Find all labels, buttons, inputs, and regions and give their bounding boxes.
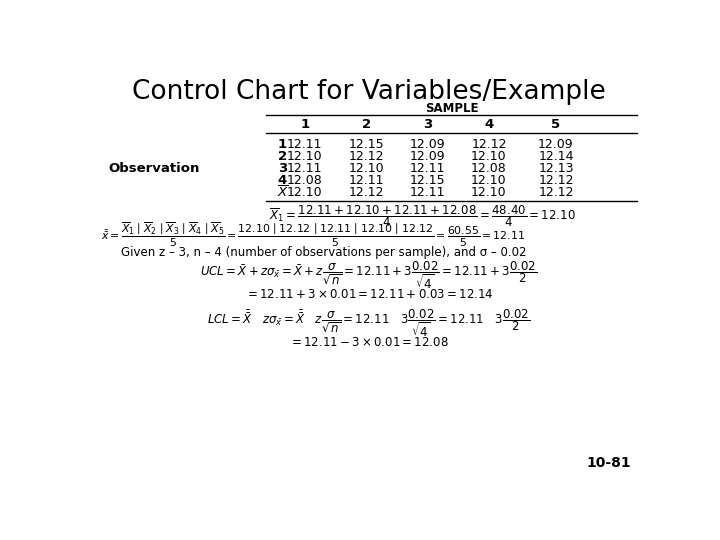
Text: 12.10: 12.10 — [287, 150, 323, 163]
Text: 12.11: 12.11 — [410, 186, 446, 199]
Text: Observation: Observation — [109, 162, 200, 176]
Text: 12.12: 12.12 — [471, 138, 507, 151]
Text: Control Chart for Variables/Example: Control Chart for Variables/Example — [132, 79, 606, 105]
Text: 12.09: 12.09 — [410, 150, 446, 163]
Text: Given z – 3, n – 4 (number of observations per sample), and σ – 0.02: Given z – 3, n – 4 (number of observatio… — [121, 246, 526, 259]
Text: 12.15: 12.15 — [348, 138, 384, 151]
Text: 12.15: 12.15 — [410, 174, 446, 187]
Text: 3: 3 — [278, 162, 287, 176]
Text: 12.09: 12.09 — [538, 138, 574, 151]
Text: 1: 1 — [278, 138, 287, 151]
Text: 1: 1 — [300, 118, 310, 131]
Text: 12.11: 12.11 — [287, 162, 323, 176]
Text: 12.08: 12.08 — [471, 162, 507, 176]
Text: $\overline{X}$: $\overline{X}$ — [276, 185, 289, 200]
Text: 3: 3 — [423, 118, 432, 131]
Text: 12.11: 12.11 — [287, 138, 323, 151]
Text: 12.12: 12.12 — [538, 174, 574, 187]
Text: 12.12: 12.12 — [348, 150, 384, 163]
Text: $\bar{\bar{x}} = \dfrac{\overline{X}_1 \mid \overline{X}_2 \mid \overline{X}_3 \: $\bar{\bar{x}} = \dfrac{\overline{X}_1 \… — [101, 221, 525, 249]
Text: 12.08: 12.08 — [287, 174, 323, 187]
Text: 2: 2 — [278, 150, 287, 163]
Text: 12.10: 12.10 — [287, 186, 323, 199]
Text: 12.12: 12.12 — [538, 186, 574, 199]
Text: 12.10: 12.10 — [471, 186, 507, 199]
Text: $= 12.11 + 3 \times 0.01 = 12.11 + 0.03 = 12.14$: $= 12.11 + 3 \times 0.01 = 12.11 + 0.03 … — [245, 288, 493, 301]
Text: 12.11: 12.11 — [348, 174, 384, 187]
Text: 2: 2 — [361, 118, 371, 131]
Text: 5: 5 — [552, 118, 560, 131]
Text: 4: 4 — [485, 118, 494, 131]
Text: 12.11: 12.11 — [410, 162, 446, 176]
Text: 12.13: 12.13 — [538, 162, 574, 176]
Text: 12.14: 12.14 — [538, 150, 574, 163]
Text: $UCL = \bar{X} + z\sigma_{\bar{x}} = \bar{X} + z\dfrac{\sigma}{\sqrt{n}} = 12.11: $UCL = \bar{X} + z\sigma_{\bar{x}} = \ba… — [200, 259, 538, 291]
Text: 12.10: 12.10 — [471, 174, 507, 187]
Text: 10-81: 10-81 — [587, 456, 631, 470]
Text: 12.09: 12.09 — [410, 138, 446, 151]
Text: 12.12: 12.12 — [348, 186, 384, 199]
Text: 12.10: 12.10 — [471, 150, 507, 163]
Text: $\overline{X}_1 = \dfrac{12.11 + 12.10 + 12.11 + 12.08}{4} = \dfrac{48.40}{4} = : $\overline{X}_1 = \dfrac{12.11 + 12.10 +… — [269, 204, 575, 230]
Text: 12.10: 12.10 — [348, 162, 384, 176]
Text: 4: 4 — [278, 174, 287, 187]
Text: $= 12.11 - 3 \times 0.01 = 12.08$: $= 12.11 - 3 \times 0.01 = 12.08$ — [289, 336, 449, 349]
Text: SAMPLE: SAMPLE — [425, 102, 478, 115]
Text: $LCL = \bar{\bar{X}} \quad z\sigma_{\bar{x}} = \bar{\bar{X}} \quad z\dfrac{\sigm: $LCL = \bar{\bar{X}} \quad z\sigma_{\bar… — [207, 308, 531, 339]
